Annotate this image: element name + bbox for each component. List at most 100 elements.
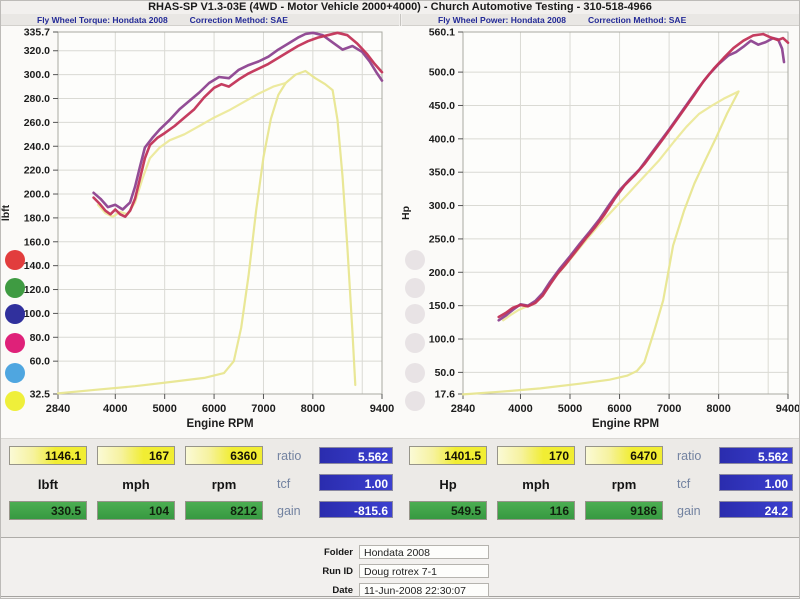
peak-rpm-cell: 9186 bbox=[585, 501, 663, 520]
power-correction-label: Correction Method: SAE bbox=[588, 14, 687, 25]
series-yellow-run-trace bbox=[56, 69, 357, 395]
svg-text:6000: 6000 bbox=[202, 403, 226, 415]
svg-text:120.0: 120.0 bbox=[24, 284, 50, 296]
svg-text:5000: 5000 bbox=[152, 403, 176, 415]
power-unit-label: Hp bbox=[439, 477, 457, 492]
x-axis-ticks: 2840 4000 5000 6000 7000 8000 9400 bbox=[451, 394, 800, 415]
svg-text:100.0: 100.0 bbox=[24, 308, 50, 320]
date-label: Date bbox=[332, 585, 353, 596]
svg-text:500.0: 500.0 bbox=[429, 67, 455, 79]
peak-mph-cell: 104 bbox=[97, 501, 175, 520]
live-mph-cell: 167 bbox=[97, 446, 175, 465]
mph-unit-label: mph bbox=[522, 477, 550, 492]
torque-unit-label: lbft bbox=[37, 477, 59, 492]
legend-dot-1[interactable] bbox=[405, 278, 425, 298]
mph-unit-label: mph bbox=[122, 477, 150, 492]
svg-text:5000: 5000 bbox=[558, 403, 582, 415]
tcf-label: tcf bbox=[277, 477, 291, 491]
legend-dot-0[interactable] bbox=[5, 250, 25, 270]
plot-frame bbox=[462, 31, 789, 395]
legend-dot-1[interactable] bbox=[5, 278, 25, 298]
run-info-footer: Folder Hondata 2008 Run ID Doug rotrex 7… bbox=[1, 537, 799, 597]
gain-value-cell: -815.6 bbox=[319, 501, 393, 518]
svg-text:140.0: 140.0 bbox=[24, 260, 50, 272]
svg-text:4000: 4000 bbox=[508, 403, 532, 415]
legend-dot-5[interactable] bbox=[405, 391, 425, 411]
svg-text:200.0: 200.0 bbox=[429, 267, 455, 279]
svg-text:240.0: 240.0 bbox=[24, 141, 50, 153]
peak-torque-cell: 330.5 bbox=[9, 501, 87, 520]
torque-header-label: Fly Wheel Torque: Hondata 2008 bbox=[37, 14, 168, 25]
legend-dot-4[interactable] bbox=[405, 363, 425, 383]
live-rpm-cell: 6360 bbox=[185, 446, 263, 465]
svg-text:7000: 7000 bbox=[251, 403, 275, 415]
live-torque-cell: 1146.1 bbox=[9, 446, 87, 465]
folder-row: Folder Hondata 2008 bbox=[283, 545, 563, 559]
series-red-run bbox=[92, 31, 384, 218]
svg-text:8000: 8000 bbox=[301, 403, 325, 415]
tcf-value-cell: 1.00 bbox=[319, 474, 393, 491]
date-field[interactable]: 11-Jun-2008 22:30:07 bbox=[359, 583, 489, 597]
legend-dot-4[interactable] bbox=[5, 363, 25, 383]
svg-text:400.0: 400.0 bbox=[429, 133, 455, 145]
torque-correction-label: Correction Method: SAE bbox=[189, 14, 288, 25]
run-id-label: Run ID bbox=[322, 566, 353, 577]
gain-label: gain bbox=[277, 504, 301, 518]
window-title: RHAS-SP V1.3-03E (4WD - Motor Vehicle 20… bbox=[148, 1, 652, 13]
gain-value-cell: 24.2 bbox=[719, 501, 793, 518]
svg-text:100.0: 100.0 bbox=[429, 334, 455, 346]
x-axis-title: Engine RPM bbox=[186, 418, 253, 430]
svg-text:450.0: 450.0 bbox=[429, 100, 455, 112]
svg-text:150.0: 150.0 bbox=[429, 300, 455, 312]
svg-text:300.0: 300.0 bbox=[429, 200, 455, 212]
svg-text:300.0: 300.0 bbox=[24, 69, 50, 81]
power-chart: 560.1 500.0 450.0 400.0 350.0 300.0 250.0 200.0… bbox=[401, 26, 800, 438]
y-axis-title: lbft bbox=[1, 204, 12, 221]
torque-chart: 335.7 320.0 300.0 280.0 260.0 240.0 220.0 200.0… bbox=[1, 26, 401, 438]
svg-text:7000: 7000 bbox=[657, 403, 681, 415]
plot-area bbox=[463, 32, 788, 394]
legend-dot-3[interactable] bbox=[5, 333, 25, 353]
ratio-label: ratio bbox=[677, 449, 702, 463]
legend-dot-2[interactable] bbox=[405, 304, 425, 324]
y-axis-ticks: 335.7 320.0 300.0 280.0 260.0 240.0 220.0 200.0… bbox=[24, 27, 58, 401]
legend-dots bbox=[5, 250, 25, 411]
svg-text:2840: 2840 bbox=[451, 403, 475, 415]
legend-dot-5[interactable] bbox=[5, 391, 25, 411]
power-header-label: Fly Wheel Power: Hondata 2008 bbox=[438, 14, 567, 25]
ratio-label: ratio bbox=[277, 449, 302, 463]
svg-text:560.1: 560.1 bbox=[429, 27, 455, 39]
legend-dot-3[interactable] bbox=[405, 333, 425, 353]
peak-mph-cell: 116 bbox=[497, 501, 575, 520]
legend-dot-0[interactable] bbox=[405, 250, 425, 270]
svg-text:6000: 6000 bbox=[607, 403, 631, 415]
live-power-cell: 1401.5 bbox=[409, 446, 487, 465]
svg-text:4000: 4000 bbox=[103, 403, 127, 415]
x-axis-title: Engine RPM bbox=[592, 418, 659, 430]
svg-text:220.0: 220.0 bbox=[24, 165, 50, 177]
svg-text:280.0: 280.0 bbox=[24, 93, 50, 105]
svg-text:320.0: 320.0 bbox=[24, 45, 50, 57]
folder-field[interactable]: Hondata 2008 bbox=[359, 545, 489, 559]
svg-text:335.7: 335.7 bbox=[24, 27, 50, 39]
rpm-unit-label: rpm bbox=[211, 477, 237, 492]
svg-text:180.0: 180.0 bbox=[24, 212, 50, 224]
svg-text:350.0: 350.0 bbox=[429, 167, 455, 179]
svg-text:2840: 2840 bbox=[46, 403, 70, 415]
readout-tables: 1146.1 167 6360 lbft mph rpm 330.5 104 8… bbox=[1, 438, 799, 538]
run-id-field[interactable]: Doug rotrex 7-1 bbox=[359, 564, 489, 578]
y-axis-ticks: 560.1 500.0 450.0 400.0 350.0 300.0 250.0 200.0… bbox=[429, 27, 463, 401]
live-rpm-cell: 6470 bbox=[585, 446, 663, 465]
date-row: Date 11-Jun-2008 22:30:07 bbox=[283, 583, 563, 597]
svg-text:32.5: 32.5 bbox=[30, 389, 51, 401]
svg-text:9400: 9400 bbox=[776, 403, 800, 415]
power-panel-header: Fly Wheel Power: Hondata 2008 Correction… bbox=[402, 14, 799, 26]
grid-lines bbox=[463, 32, 788, 394]
legend-dot-2[interactable] bbox=[5, 304, 25, 324]
torque-panel-header: Fly Wheel Torque: Hondata 2008 Correctio… bbox=[1, 14, 399, 26]
svg-text:200.0: 200.0 bbox=[24, 189, 50, 201]
folder-label: Folder bbox=[323, 547, 353, 558]
series-yellow-run-trace bbox=[461, 90, 740, 396]
legend-dots bbox=[405, 250, 425, 411]
